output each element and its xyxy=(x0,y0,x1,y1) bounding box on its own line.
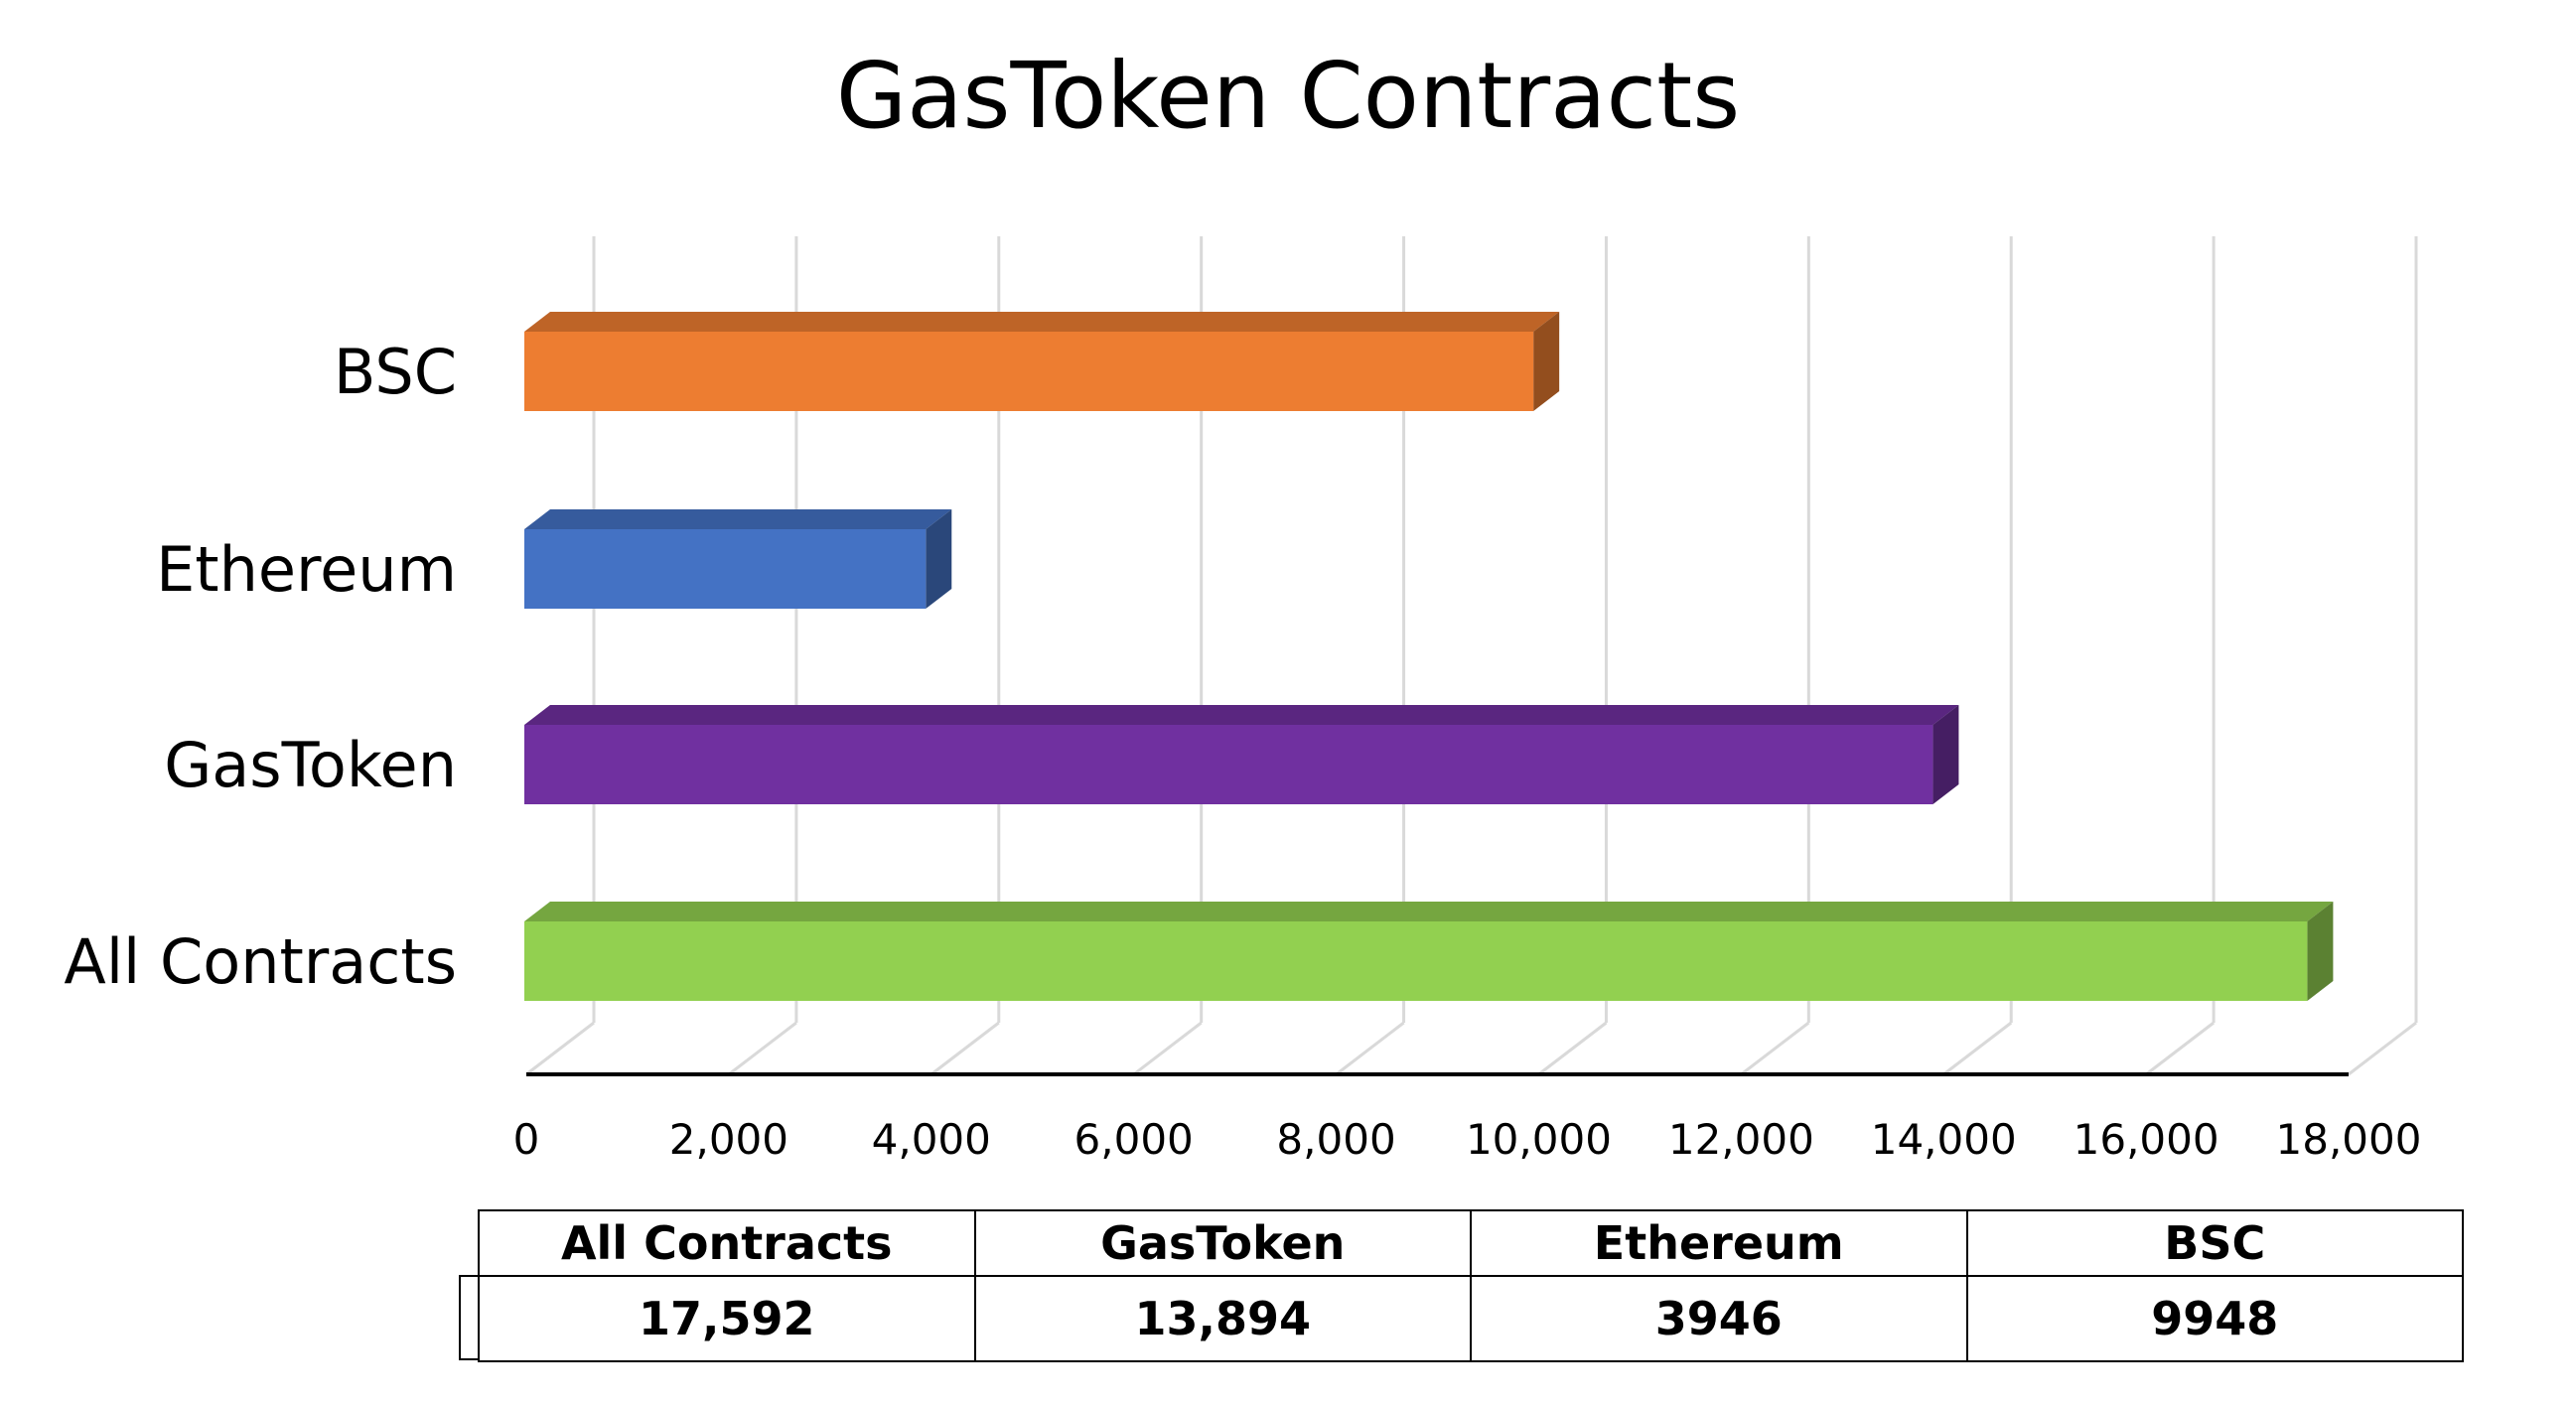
bar-side-face xyxy=(1932,705,1959,804)
chart-title: GasToken Contracts xyxy=(835,43,1741,149)
y-category-label: BSC xyxy=(334,336,457,408)
data-table: All Contracts GasToken Ethereum BSC 17,5… xyxy=(478,1209,2464,1362)
x-tick-label: 6,000 xyxy=(1074,1115,1194,1164)
bar-front-face xyxy=(524,529,927,609)
bar-front-face xyxy=(524,921,2308,1001)
labels: 0 2,000 4,000 6,000 8,000 10,000 12,000 14,000 1… xyxy=(64,336,2421,1164)
floor-gridline xyxy=(1537,1021,1608,1076)
table-value-cell: 3946 xyxy=(1470,1275,1968,1362)
x-tick-label: 16,000 xyxy=(2074,1115,2219,1164)
bar xyxy=(524,705,1959,804)
x-tick-label: 14,000 xyxy=(1871,1115,2017,1164)
bar-side-face xyxy=(1533,312,1560,411)
bar xyxy=(524,312,1560,411)
x-tick-label: 10,000 xyxy=(1466,1115,1612,1164)
bar-top-face xyxy=(524,312,1560,332)
y-category-label: Ethereum xyxy=(156,533,457,606)
floor-gridline xyxy=(727,1021,797,1076)
x-tick-label: 12,000 xyxy=(1668,1115,1814,1164)
bar-top-face xyxy=(524,509,952,529)
x-tick-label: 0 xyxy=(513,1115,540,1164)
table-value-row: 17,592 13,894 3946 9948 xyxy=(478,1275,2464,1362)
x-tick-label: 8,000 xyxy=(1276,1115,1395,1164)
x-tick-label: 18,000 xyxy=(2276,1115,2422,1164)
y-category-label: All Contracts xyxy=(64,925,457,998)
x-tick-label: 2,000 xyxy=(669,1115,788,1164)
table-header-row: All Contracts GasToken Ethereum BSC xyxy=(478,1209,2464,1277)
bar-top-face xyxy=(524,705,1959,725)
table-side-bracket xyxy=(459,1275,478,1360)
table-value-cell: 9948 xyxy=(1965,1275,2464,1362)
table-header-cell: Ethereum xyxy=(1470,1209,1968,1277)
floor-gridline xyxy=(525,1021,595,1076)
bar-side-face xyxy=(2307,902,2334,1001)
bar xyxy=(524,902,2334,1001)
bars xyxy=(524,312,2334,1001)
table-value-cell: 17,592 xyxy=(478,1275,976,1362)
bar xyxy=(524,509,952,609)
y-category-label: GasToken xyxy=(164,729,457,801)
floor-gridline xyxy=(1335,1021,1405,1076)
table-header-cell: All Contracts xyxy=(478,1209,976,1277)
bar-front-face xyxy=(524,332,1534,411)
x-tick-label: 4,000 xyxy=(872,1115,991,1164)
floor-gridline xyxy=(2145,1021,2216,1076)
floor-gridline xyxy=(930,1021,1000,1076)
bar-top-face xyxy=(524,902,2334,921)
bar-side-face xyxy=(926,509,952,609)
table-value-cell: 13,894 xyxy=(973,1275,1472,1362)
floor-gridline xyxy=(1132,1021,1203,1076)
floor-gridline xyxy=(2348,1021,2417,1076)
bar-front-face xyxy=(524,725,1933,804)
table-header-cell: BSC xyxy=(1965,1209,2464,1277)
floor-gridline xyxy=(1740,1021,1810,1076)
table-header-cell: GasToken xyxy=(973,1209,1472,1277)
floor-gridline xyxy=(1942,1021,2013,1076)
